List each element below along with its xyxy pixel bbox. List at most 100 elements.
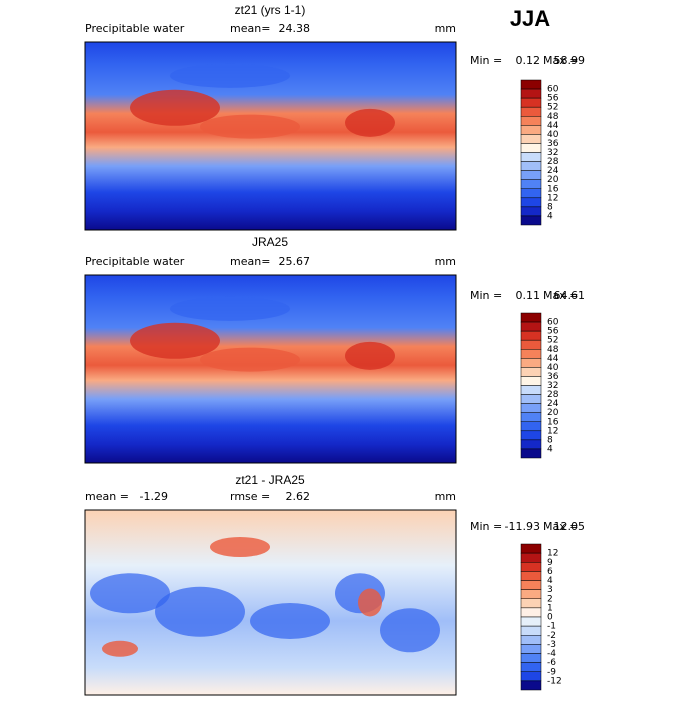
colorbar-box: [520, 653, 542, 663]
colorbar-box: [520, 188, 542, 199]
max-value: 64.61: [554, 289, 586, 302]
colorbar-label: 32: [547, 381, 558, 391]
colorbar-label: 52: [547, 336, 558, 346]
colorbar-label: 44: [547, 121, 559, 131]
colorbar-label: 9: [547, 558, 553, 568]
map-feature: [102, 640, 138, 657]
map-feature: [155, 586, 245, 637]
center-value: 24.38: [279, 22, 311, 35]
center-label: mean=: [230, 22, 270, 35]
colorbar-label: 60: [547, 85, 559, 95]
colorbar-label: 4: [547, 576, 553, 586]
max-label: Max =: [543, 289, 578, 302]
colorbar-box: [520, 421, 542, 432]
colorbar-box: [520, 330, 542, 341]
colorbar-box: [520, 321, 542, 332]
colorbar-box: [520, 88, 542, 99]
colorbar-box: [520, 552, 542, 563]
units: mm: [435, 255, 456, 268]
colorbar-box: [520, 349, 542, 359]
colorbar-box: [520, 448, 542, 459]
colorbar-box: [520, 116, 542, 126]
colorbar-box: [520, 385, 542, 395]
center-value: 2.62: [286, 490, 311, 503]
colorbar-box: [520, 439, 542, 450]
colorbar-label: 56: [547, 327, 559, 337]
colorbar-label: 6: [547, 567, 553, 577]
colorbar-box: [520, 197, 542, 208]
center-value: 25.67: [279, 255, 311, 268]
colorbar-box: [520, 625, 542, 636]
colorbar-label: 3: [547, 585, 553, 595]
colorbar-box: [520, 376, 542, 386]
left-label: Precipitable water: [85, 22, 185, 35]
colorbar-label: 24: [547, 399, 559, 409]
map-feature: [130, 322, 220, 359]
panel-title: zt21 - JRA25: [235, 473, 305, 487]
colorbar-label: -2: [547, 631, 556, 641]
colorbar-box: [520, 680, 542, 691]
max-label: Max =: [543, 520, 578, 533]
colorbar-label: 32: [547, 148, 558, 158]
colorbar-label: 20: [547, 175, 559, 185]
colorbar-label: -6: [547, 658, 556, 668]
colorbar-box: [520, 644, 542, 654]
map-feature: [200, 114, 300, 139]
max-value: 58.99: [554, 54, 586, 67]
min-value: -11.93: [505, 520, 540, 533]
colorbar-label: -3: [547, 640, 556, 650]
colorbar-label: 44: [547, 354, 559, 364]
colorbar-label: 40: [547, 363, 559, 373]
max-value: 12.05: [554, 520, 586, 533]
map-feature: [358, 588, 382, 617]
colorbar-label: 12: [547, 549, 558, 559]
colorbar-label: 20: [547, 408, 559, 418]
colorbar-label: -1: [547, 622, 556, 632]
colorbar-box: [520, 662, 542, 672]
colorbar-label: 12: [547, 426, 558, 436]
map-feature: [200, 347, 300, 372]
colorbar-label: 16: [547, 184, 559, 194]
colorbar-box: [520, 607, 542, 618]
colorbar-box: [520, 143, 542, 153]
colorbar-box: [520, 589, 542, 599]
colorbar-label: 36: [547, 139, 559, 149]
center-label: mean=: [230, 255, 270, 268]
colorbar-box: [520, 616, 542, 627]
map-feature: [345, 341, 395, 370]
colorbar-box: [520, 79, 542, 90]
colorbar-box: [520, 125, 542, 135]
colorbar-box: [520, 152, 542, 162]
colorbar-box: [520, 562, 542, 572]
left-value: -1.29: [140, 490, 168, 503]
colorbar-label: 60: [547, 318, 559, 328]
colorbar-box: [520, 206, 542, 217]
map-feature: [170, 296, 290, 321]
colorbar-box: [520, 543, 542, 554]
colorbar-label: 40: [547, 130, 559, 140]
colorbar-box: [520, 367, 542, 377]
map-feature: [210, 537, 270, 557]
colorbar-box: [520, 215, 542, 226]
map-feature: [130, 89, 220, 126]
colorbar-box: [520, 312, 542, 323]
panel-title: zt21 (yrs 1-1): [235, 3, 306, 17]
colorbar-box: [520, 430, 542, 441]
colorbar-box: [520, 403, 542, 413]
colorbar-label: 24: [547, 166, 559, 176]
colorbar-label: 4: [547, 211, 553, 221]
colorbar-label: 28: [547, 157, 559, 167]
colorbar-label: 8: [547, 435, 553, 445]
map-feature: [250, 603, 330, 639]
min-value: 0.12: [516, 54, 541, 67]
season: JJA: [510, 6, 550, 31]
min-label: Min =: [470, 289, 502, 302]
colorbar-label: -9: [547, 667, 556, 677]
colorbar-box: [520, 394, 542, 404]
colorbar-label: 2: [547, 594, 553, 604]
colorbar-label: 16: [547, 417, 559, 427]
colorbar-label: 0: [547, 613, 553, 623]
colorbar-box: [520, 179, 542, 189]
colorbar-box: [520, 97, 542, 108]
